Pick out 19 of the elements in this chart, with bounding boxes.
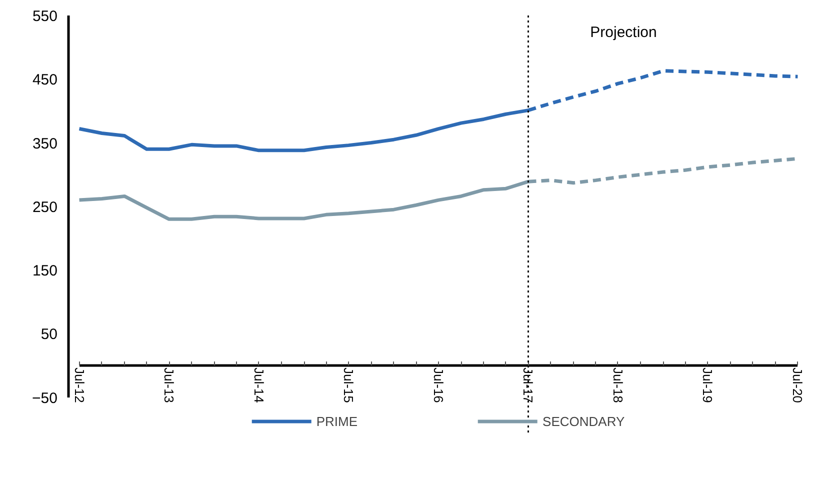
x-tick-label: Jul-20 [790,368,806,403]
x-tick-label: Jul-19 [700,368,716,403]
annotation: Projection [590,24,657,42]
x-tick-label: Jul-16 [431,368,446,403]
x-tick-label: Jul-15 [341,368,356,403]
y-tick-label: 450 [32,72,58,89]
legend-label: SECONDARY [542,414,625,428]
y-tick-label: 50 [40,326,58,344]
x-tick-label: Jul-13 [162,368,177,403]
x-tick-label: Jul-14 [251,368,266,403]
legend-label: PRIME [316,414,358,428]
x-tick-label: Jul-18 [610,368,626,403]
y-tick-label: 350 [32,135,58,152]
y-tick-label: 150 [32,262,58,280]
x-tick-label: Jul-12 [72,368,87,403]
x-tick-label: Jul-17 [520,368,536,403]
y-tick-label: −50 [32,390,58,407]
y-tick-label: 250 [32,198,58,216]
y-tick-label: 550 [32,8,58,25]
